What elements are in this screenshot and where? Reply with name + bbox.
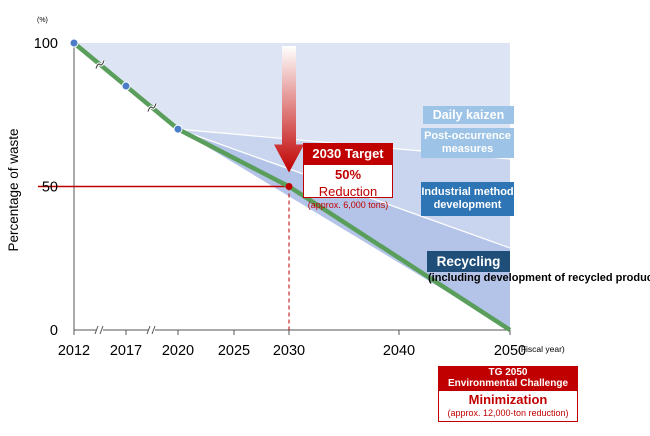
industrial-method-development-label: Industrial method development [421, 182, 514, 216]
recycling-label: Recycling [427, 251, 510, 272]
y-tick-label-0: 0 [50, 323, 58, 339]
target-value: 50% [334, 167, 362, 182]
daily-kaizen-label: Daily kaizen [423, 106, 514, 124]
line-break-mark-0 [95, 60, 105, 69]
axis-break-mark-1 [146, 325, 156, 335]
line-break-mark-1 [147, 103, 157, 112]
post-occurrence-measures-label: Post-occurrence measures [421, 128, 514, 158]
recycling-sublabel: (including development of recycled produ… [428, 272, 650, 284]
axis-break-gap-1 [149, 327, 155, 333]
y-axis-title: Percentage of waste [6, 128, 21, 251]
axis-break-gap-0 [97, 327, 103, 333]
x-tick-label-6: 2050 [494, 343, 526, 359]
challenge-header: TG 2050 Environmental Challenge [438, 366, 578, 390]
target-value-suffix: Reduction [318, 184, 378, 199]
y-unit-label: (%) [37, 17, 48, 24]
x-tick-label-0: 2012 [58, 343, 90, 359]
x-tick-label-5: 2040 [383, 343, 415, 359]
challenge-note: (approx. 12,000-ton reduction) [447, 408, 569, 418]
data-point-2020 [173, 124, 183, 134]
data-point-2030 [285, 183, 293, 190]
x-tick-label-1: 2017 [110, 343, 142, 359]
target-title: 2030 Target [303, 143, 393, 164]
target-detail-box: 50% Reduction (approx. 6,000 tons) [303, 164, 393, 210]
y-tick-label-2: 100 [34, 36, 58, 52]
challenge-headline: Minimization [468, 392, 548, 407]
target-arrow [274, 46, 304, 173]
challenge-title-line1: TG 2050 [488, 367, 528, 378]
axis-break-mark-0 [94, 325, 104, 335]
challenge-detail-box: Minimization (approx. 12,000-ton reducti… [438, 390, 578, 422]
x-tick-label-2: 2020 [162, 343, 194, 359]
challenge-title-line2: Environmental Challenge [447, 378, 569, 389]
data-point-2012 [69, 38, 79, 48]
recycling-wedge [178, 129, 510, 330]
x-tick-label-3: 2025 [218, 343, 250, 359]
data-point-2017 [121, 81, 131, 91]
x-tick-label-4: 2030 [273, 343, 305, 359]
y-tick-label-1: 50 [42, 180, 58, 196]
target-note: (approx. 6,000 tons) [307, 200, 389, 210]
x-unit-label: (Fiscal year) [518, 344, 565, 354]
